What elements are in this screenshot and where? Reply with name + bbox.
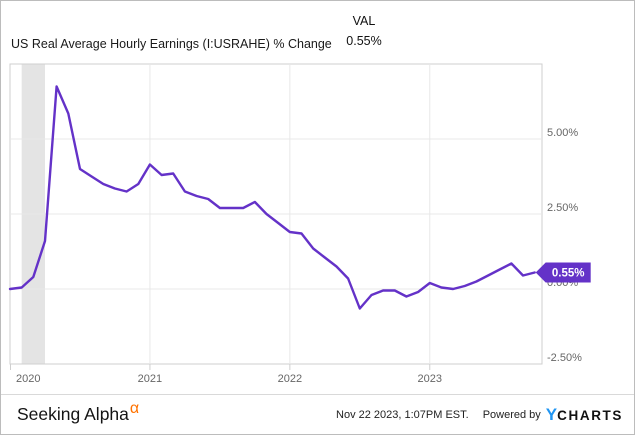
- x-axis-label: 2023: [418, 373, 442, 385]
- value-badge: [535, 262, 591, 283]
- chart-title: US Real Average Hourly Earnings (I:USRAH…: [11, 37, 332, 51]
- plot-border: [9, 63, 543, 365]
- val-current-value: 0.55%: [346, 34, 382, 48]
- val-column-label: VAL: [352, 14, 376, 28]
- value-header-block: VAL 0.55%: [329, 14, 399, 48]
- ycharts-wordmark: CHARTS: [557, 408, 623, 423]
- timestamp: Nov 22 2023, 1:07PM EST.: [336, 409, 469, 421]
- earnings-line: [8, 85, 536, 310]
- x-axis-label: 2020: [16, 373, 40, 385]
- powered-by-label: Powered by: [482, 409, 541, 421]
- seeking-alpha-logo: Seeking Alphaα: [17, 400, 139, 425]
- footer-attribution: Nov 22 2023, 1:07PM EST. Powered by Y CHA…: [336, 395, 623, 434]
- x-axis-label: 2022: [278, 373, 302, 385]
- y-axis-label: 2.50%: [547, 202, 578, 214]
- x-axis-label: 2021: [138, 373, 162, 385]
- value-badge-label: 0.55%: [552, 268, 585, 280]
- footer: Seeking Alphaα Nov 22 2023, 1:07PM EST. …: [1, 395, 634, 434]
- y-axis-label: -2.50%: [547, 352, 582, 364]
- y-axis-label: 5.00%: [547, 127, 578, 139]
- footer-divider: [1, 394, 634, 395]
- ycharts-y-glyph: Y: [545, 405, 558, 424]
- seeking-alpha-wordmark: Seeking Alpha: [17, 404, 129, 424]
- alpha-icon: α: [129, 400, 140, 417]
- ycharts-logo: Y CHARTS: [546, 405, 623, 425]
